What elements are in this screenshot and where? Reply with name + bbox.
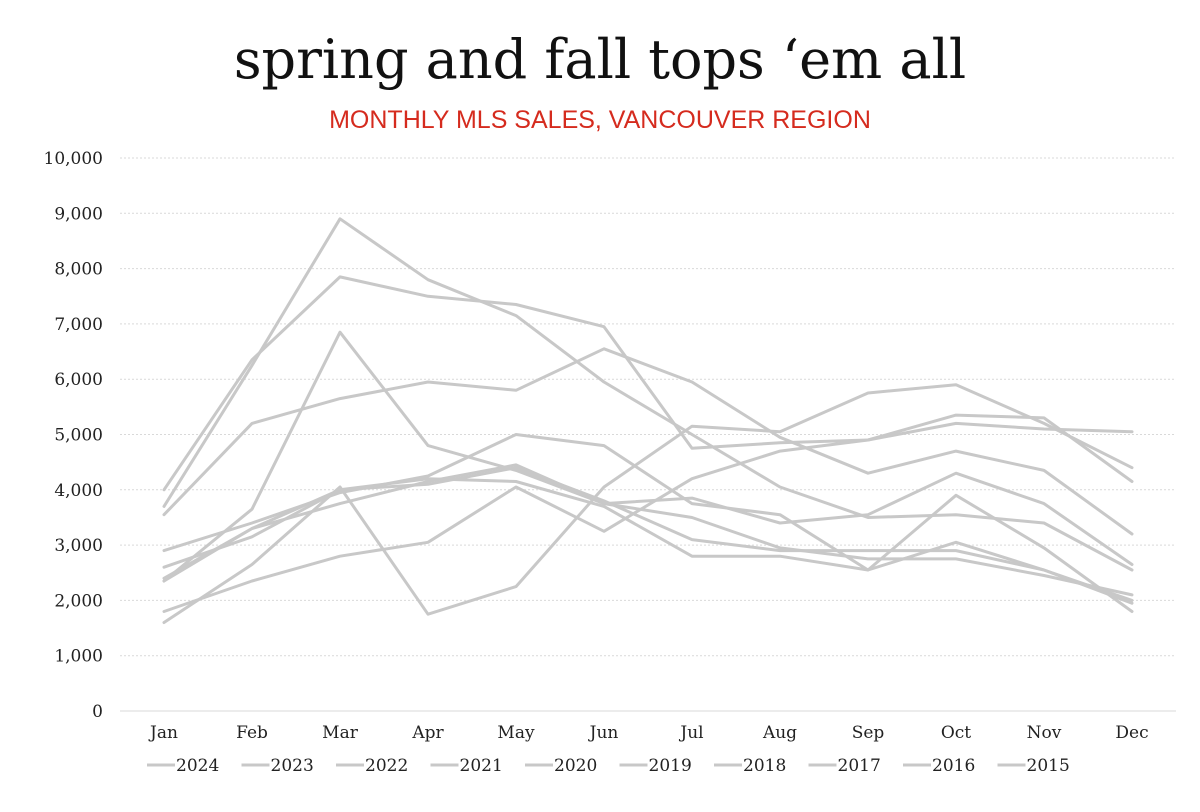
x-tick-label: Dec [1115,723,1148,743]
series-line-2017 [162,477,1134,602]
legend-label: 2016 [932,756,975,776]
series-line-2020 [162,383,1134,624]
x-tick-label: Jul [678,723,703,743]
legend-label: 2024 [176,756,219,776]
x-tick-label: Mar [322,723,359,743]
x-tick-label: Apr [411,723,444,743]
legend-label: 2015 [1027,756,1070,776]
y-tick-label: 2,000 [54,591,103,611]
x-tick-label: Sep [852,723,885,743]
y-tick-label: 4,000 [54,481,103,501]
y-tick-label: 10,000 [44,149,103,169]
series-line-2015 [162,275,1134,492]
legend-label: 2021 [460,756,503,776]
series-line-2021 [162,347,1134,536]
x-tick-label: Aug [762,723,797,743]
x-tick-label: May [497,723,535,743]
x-tick-label: Jun [588,723,619,743]
chart-title: spring and fall tops ‘em all [233,28,967,91]
legend-label: 2022 [365,756,408,776]
y-tick-label: 1,000 [54,647,103,667]
legend-label: 2017 [838,756,881,776]
legend-label: 2018 [743,756,786,776]
series-line-2023 [162,463,1134,597]
legend-label: 2019 [649,756,692,776]
y-tick-label: 0 [92,702,103,722]
legend-label: 2023 [271,756,314,776]
x-tick-label: Oct [941,723,971,743]
y-tick-label: 9,000 [54,204,103,224]
y-tick-label: 5,000 [54,426,103,446]
legend-label: 2020 [554,756,597,776]
series-line-2016 [162,217,1134,572]
y-tick-label: 3,000 [54,536,103,556]
series-line-2019 [162,413,1134,613]
x-tick-label: Jan [148,723,178,743]
series-line-2018 [162,433,1134,613]
series-line-2022 [162,330,1134,583]
y-tick-label: 6,000 [54,370,103,390]
y-tick-label: 7,000 [54,315,103,335]
x-tick-label: Nov [1027,723,1062,743]
series-line-2024 [162,466,1134,605]
y-tick-label: 8,000 [54,260,103,280]
x-tick-label: Feb [236,723,268,743]
chart-subtitle: MONTHLY MLS SALES, VANCOUVER REGION [329,106,871,134]
